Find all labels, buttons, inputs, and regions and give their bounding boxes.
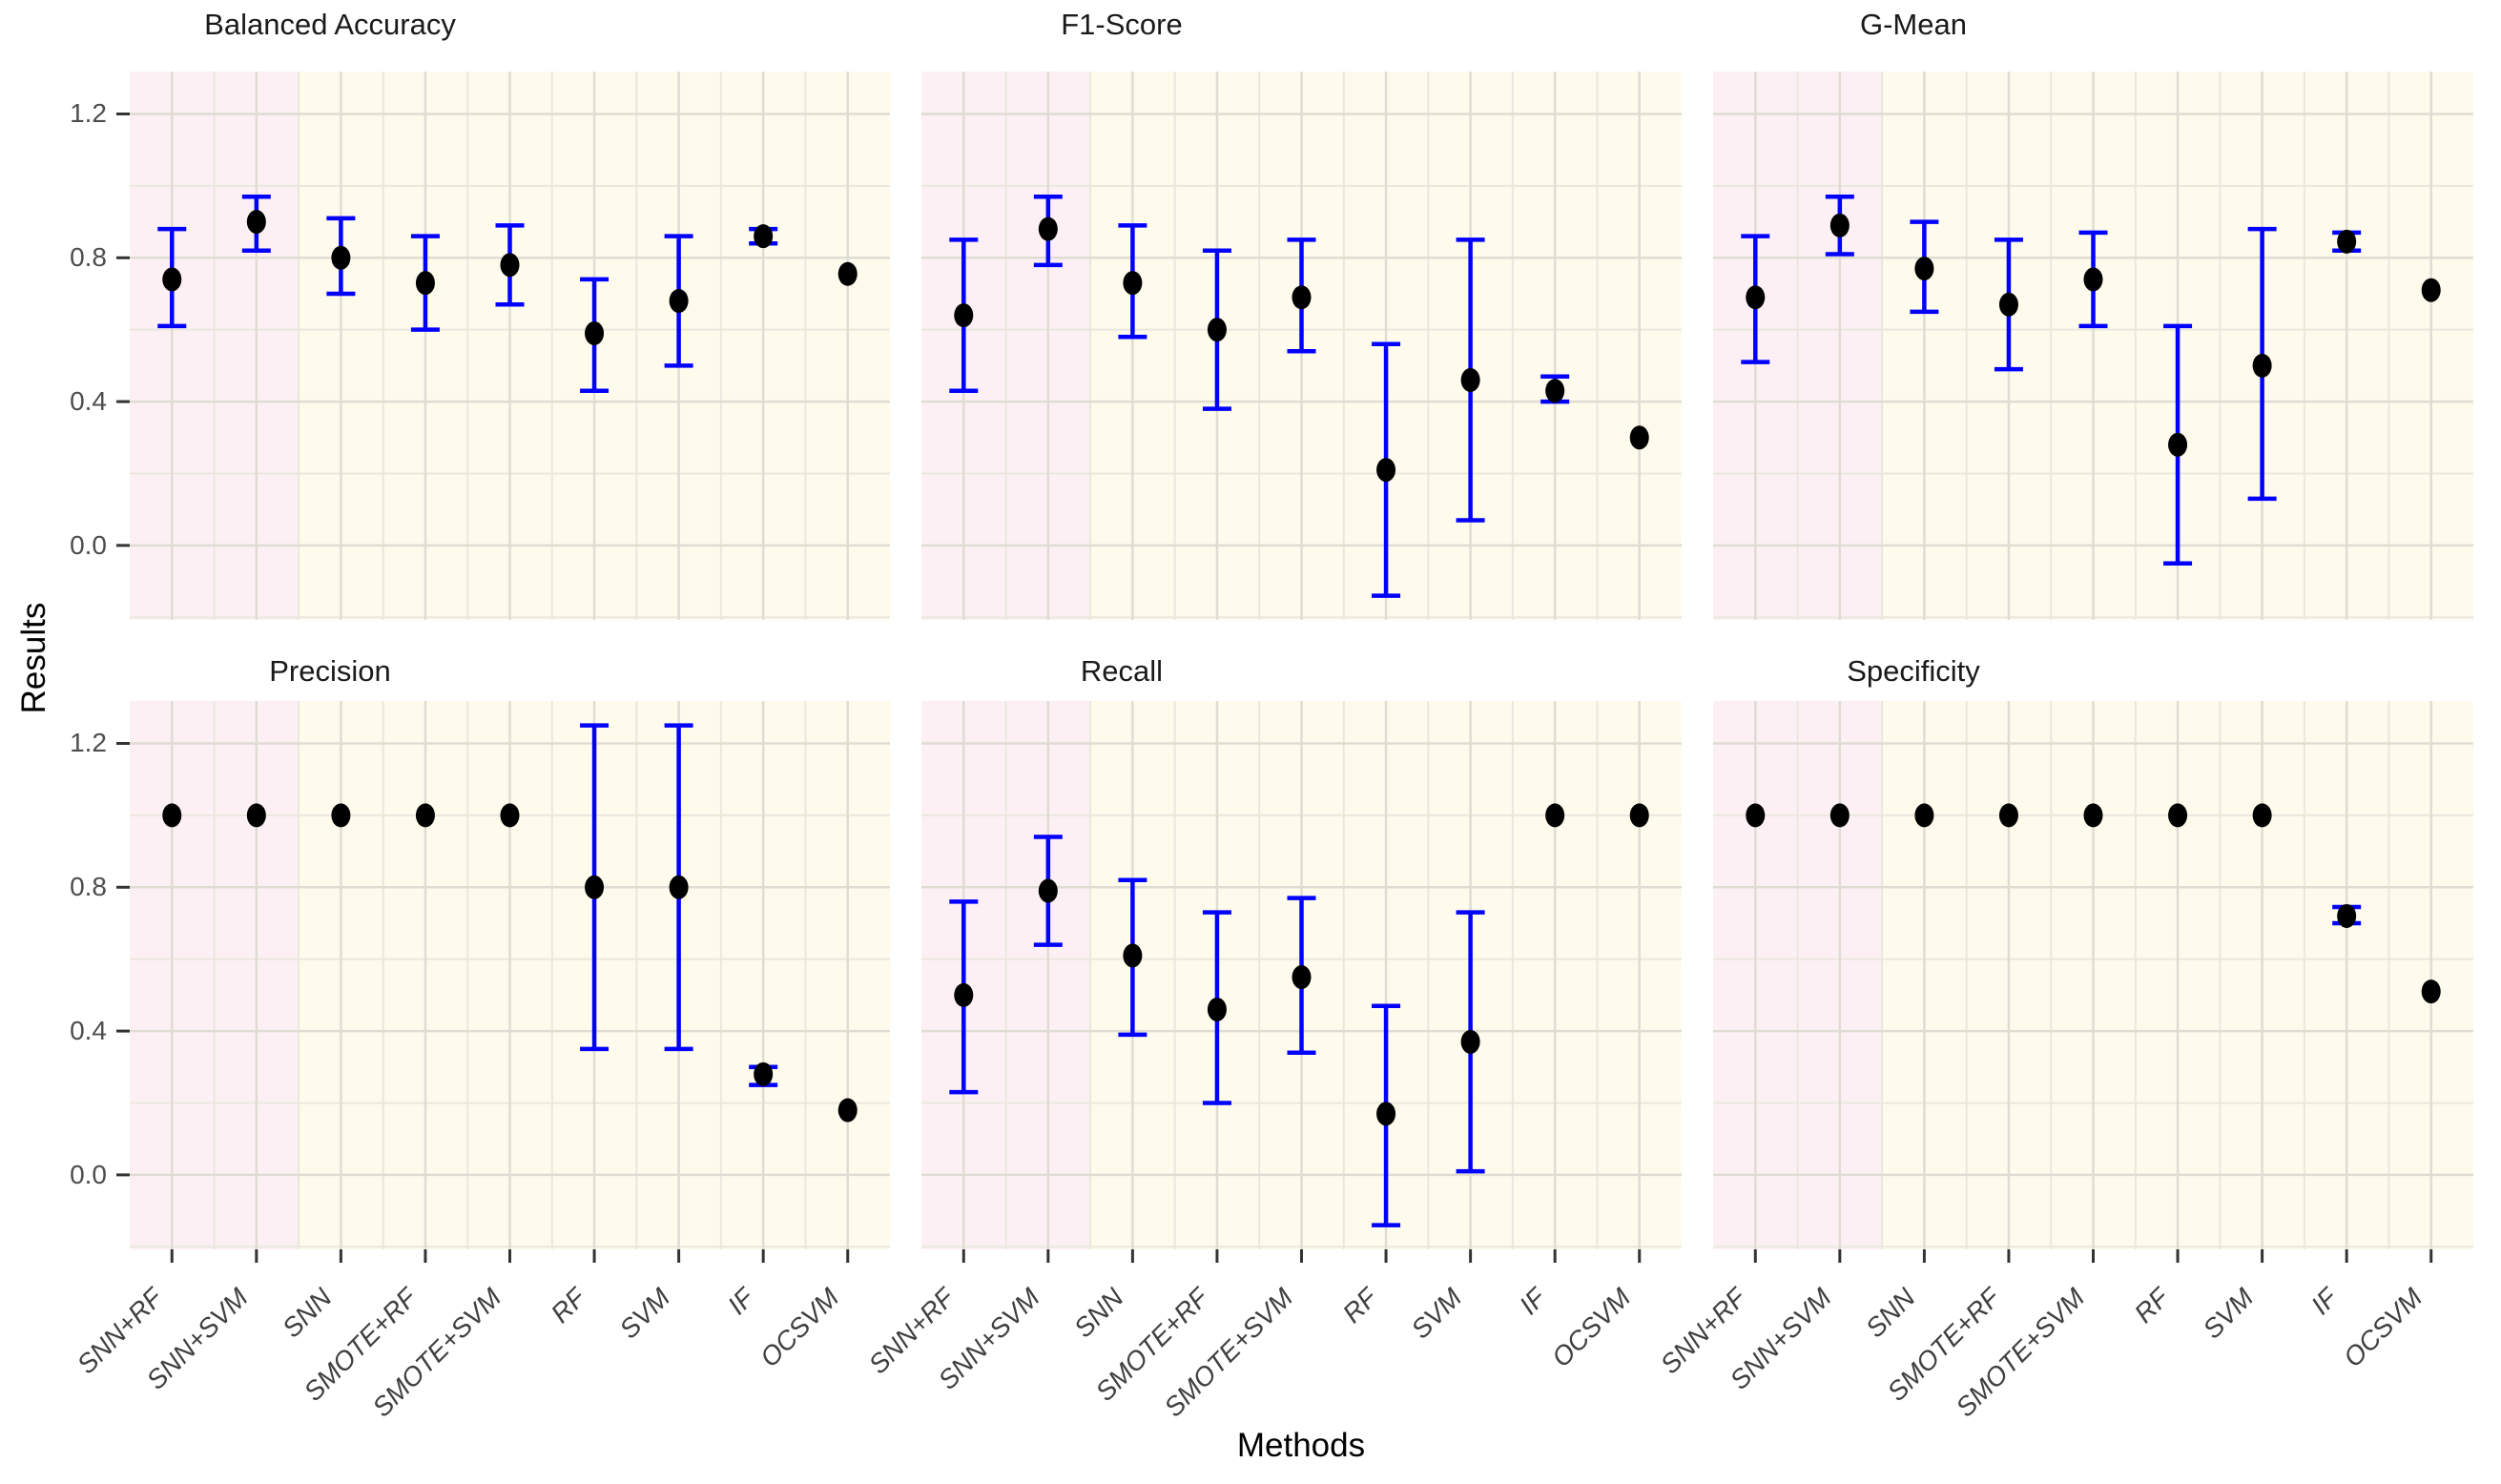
point-recall-smote-rf xyxy=(1207,997,1227,1021)
point-balanced-accuracy-smote-rf xyxy=(415,271,435,296)
point-g-mean-ocsvm xyxy=(2421,278,2441,302)
point-recall-snn-svm xyxy=(1038,878,1058,903)
point-precision-smote-rf xyxy=(415,803,435,828)
xlabel-col1-snn: SNN xyxy=(1068,1282,1129,1344)
point-specificity-ocsvm xyxy=(2421,979,2441,1004)
point-g-mean-rf xyxy=(2168,432,2188,457)
x-axis-title: Methods xyxy=(1236,1427,1366,1464)
point-recall-ocsvm xyxy=(1629,803,1649,828)
point-precision-snn-svm xyxy=(246,803,266,828)
panel-f1-score xyxy=(921,72,1682,620)
xlabel-col1-rf: RF xyxy=(1336,1282,1383,1329)
panel-balanced-accuracy xyxy=(130,72,890,620)
point-balanced-accuracy-snn-svm xyxy=(246,210,266,235)
point-balanced-accuracy-smote-svm xyxy=(500,253,520,278)
point-f1-score-smote-rf xyxy=(1207,318,1227,342)
panel-specificity xyxy=(1713,701,2473,1249)
ytick-label-row1-0.0: 0.0 xyxy=(70,1159,107,1189)
ytick-label-row0-0.4: 0.4 xyxy=(70,386,107,417)
point-balanced-accuracy-if xyxy=(754,224,774,249)
point-f1-score-snn-rf xyxy=(954,303,974,328)
panel-precision xyxy=(130,701,890,1249)
point-g-mean-if xyxy=(2337,229,2357,254)
panel-title-balanced-accuracy: Balanced Accuracy xyxy=(204,8,456,41)
xlabel-col0-snn: SNN xyxy=(277,1282,338,1344)
point-recall-snn xyxy=(1123,943,1143,968)
point-g-mean-snn xyxy=(1914,257,1934,281)
point-precision-snn xyxy=(331,803,351,828)
xlabel-col0-if: IF xyxy=(722,1282,760,1321)
point-specificity-smote-rf xyxy=(1998,803,2018,828)
point-recall-snn-rf xyxy=(954,982,974,1007)
panel-title-recall: Recall xyxy=(1080,654,1164,688)
point-precision-snn-rf xyxy=(162,803,182,828)
point-precision-ocsvm xyxy=(837,1098,858,1123)
ytick-label-row1-1.2: 1.2 xyxy=(70,728,107,758)
ytick-label-row0-0.8: 0.8 xyxy=(70,242,107,273)
point-precision-smote-svm xyxy=(500,803,520,828)
panel-title-specificity: Specificity xyxy=(1847,654,1980,688)
panel-recall xyxy=(921,701,1682,1249)
point-specificity-snn xyxy=(1914,803,1934,828)
panel-title-g-mean: G-Mean xyxy=(1860,8,1967,41)
point-f1-score-rf xyxy=(1376,458,1396,483)
panel-title-precision: Precision xyxy=(269,654,391,688)
xlabel-col2-ocsvm: OCSVM xyxy=(2337,1282,2429,1373)
xlabel-col2-rf: RF xyxy=(2128,1282,2175,1329)
point-balanced-accuracy-svm xyxy=(669,289,689,314)
xlabel-col1-ocsvm: OCSVM xyxy=(1545,1282,1637,1373)
point-f1-score-ocsvm xyxy=(1629,425,1649,450)
point-recall-svm xyxy=(1460,1029,1480,1054)
ytick-label-row1-0.8: 0.8 xyxy=(70,872,107,902)
ytick-label-row1-0.4: 0.4 xyxy=(70,1016,107,1046)
xlabel-col1-if: IF xyxy=(1514,1282,1552,1321)
point-g-mean-smote-svm xyxy=(2083,267,2103,292)
point-specificity-snn-svm xyxy=(1829,803,1850,828)
point-balanced-accuracy-ocsvm xyxy=(837,261,858,286)
xlabel-col2-svm: SVM xyxy=(2197,1282,2260,1345)
point-specificity-svm xyxy=(2252,803,2272,828)
panel-title-f1-score: F1-Score xyxy=(1061,8,1183,41)
xlabel-col0-ocsvm: OCSVM xyxy=(754,1282,845,1373)
point-f1-score-snn-svm xyxy=(1038,216,1058,241)
point-balanced-accuracy-snn xyxy=(331,245,351,270)
point-f1-score-if xyxy=(1545,379,1565,403)
point-balanced-accuracy-rf xyxy=(585,320,605,345)
xlabel-col2-if: IF xyxy=(2305,1282,2344,1321)
point-specificity-snn-rf xyxy=(1746,803,1766,828)
point-g-mean-snn-rf xyxy=(1746,285,1766,310)
xlabel-col1-svm: SVM xyxy=(1405,1282,1468,1345)
ytick-label-row0-0.0: 0.0 xyxy=(70,529,107,560)
point-recall-rf xyxy=(1376,1102,1396,1126)
point-f1-score-snn xyxy=(1123,271,1143,296)
xlabel-col0-rf: RF xyxy=(545,1282,591,1329)
y-axis-title: Results xyxy=(15,602,52,714)
point-precision-if xyxy=(754,1061,774,1086)
point-specificity-smote-svm xyxy=(2083,803,2103,828)
point-recall-if xyxy=(1545,803,1565,828)
xlabel-col0-svm: SVM xyxy=(613,1282,676,1345)
point-precision-svm xyxy=(669,875,689,899)
xlabel-col2-snn: SNN xyxy=(1860,1282,1921,1344)
point-g-mean-svm xyxy=(2252,353,2272,378)
point-g-mean-smote-rf xyxy=(1998,292,2018,317)
point-precision-rf xyxy=(585,875,605,899)
point-specificity-rf xyxy=(2168,803,2188,828)
point-specificity-if xyxy=(2337,903,2357,928)
point-g-mean-snn-svm xyxy=(1829,213,1850,237)
ytick-label-row0-1.2: 1.2 xyxy=(70,98,107,129)
point-balanced-accuracy-snn-rf xyxy=(162,267,182,292)
point-f1-score-smote-svm xyxy=(1292,285,1312,310)
panel-g-mean xyxy=(1713,72,2473,620)
point-f1-score-svm xyxy=(1460,367,1480,392)
point-recall-smote-svm xyxy=(1292,965,1312,990)
